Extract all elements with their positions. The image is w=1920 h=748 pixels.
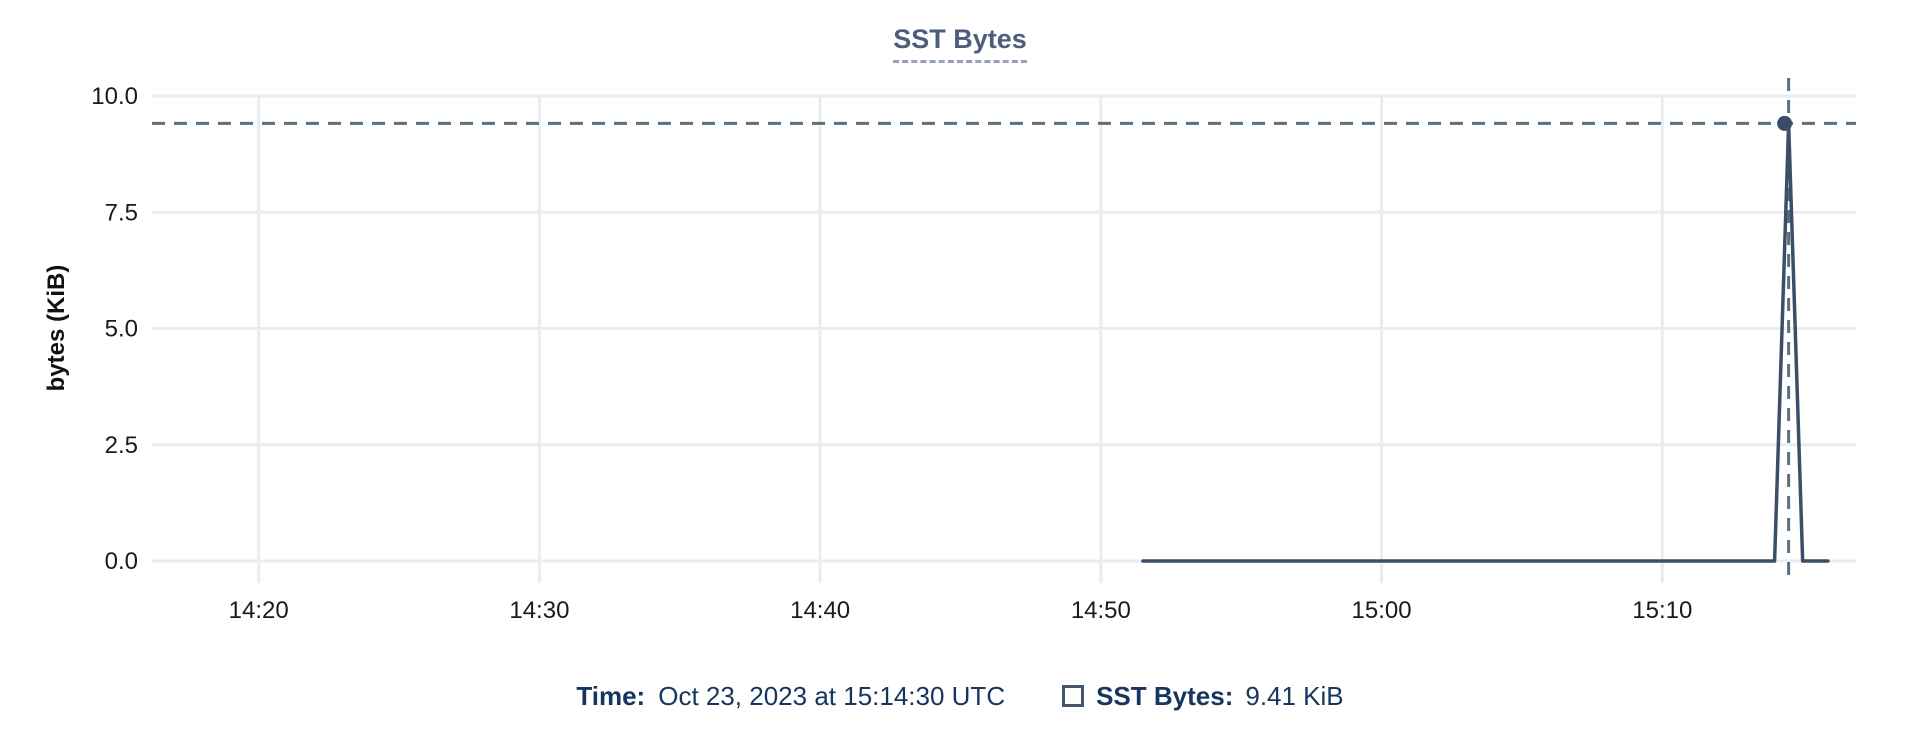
x-tick-label: 14:40 — [790, 597, 850, 624]
legend-swatch-icon — [1062, 685, 1085, 707]
x-tick-label: 14:50 — [1071, 597, 1131, 624]
tick-label-layer: 10.0 7.5 5.0 2.5 0.0 14:20 14:30 14:40 14:50 15:0… — [91, 83, 1692, 624]
x-tick-label: 15:10 — [1632, 597, 1692, 624]
y-tick-label: 5.0 — [105, 316, 138, 343]
chart-title[interactable]: SST Bytes — [893, 24, 1027, 63]
x-tick-label: 15:00 — [1352, 597, 1412, 624]
legend-item-sst-bytes[interactable]: SST Bytes: 9.41 KiB — [1062, 681, 1344, 711]
tooltip-readout: Time: Oct 23, 2023 at 15:14:30 UTC SST B… — [0, 681, 1920, 711]
x-tick-label: 14:30 — [509, 597, 569, 624]
crosshair-layer — [152, 78, 1856, 583]
data-point-marker — [1777, 115, 1793, 131]
time-value: Oct 23, 2023 at 15:14:30 UTC — [658, 681, 1006, 711]
legend-series-label: SST Bytes: — [1096, 681, 1234, 711]
grid-layer — [152, 94, 1856, 583]
time-label: Time: — [576, 681, 646, 711]
y-tick-label: 0.0 — [105, 548, 138, 575]
y-tick-label: 7.5 — [105, 199, 138, 226]
y-tick-label: 2.5 — [105, 432, 138, 459]
legend-series-value: 9.41 KiB — [1245, 681, 1344, 711]
chart-header: SST Bytes — [0, 24, 1920, 63]
plot-canvas: 10.0 7.5 5.0 2.5 0.0 14:20 14:30 14:40 14:50 15:0… — [91, 78, 1856, 624]
x-tick-label: 14:20 — [229, 597, 289, 624]
series-layer — [1141, 115, 1830, 563]
y-tick-label: 10.0 — [91, 83, 138, 110]
